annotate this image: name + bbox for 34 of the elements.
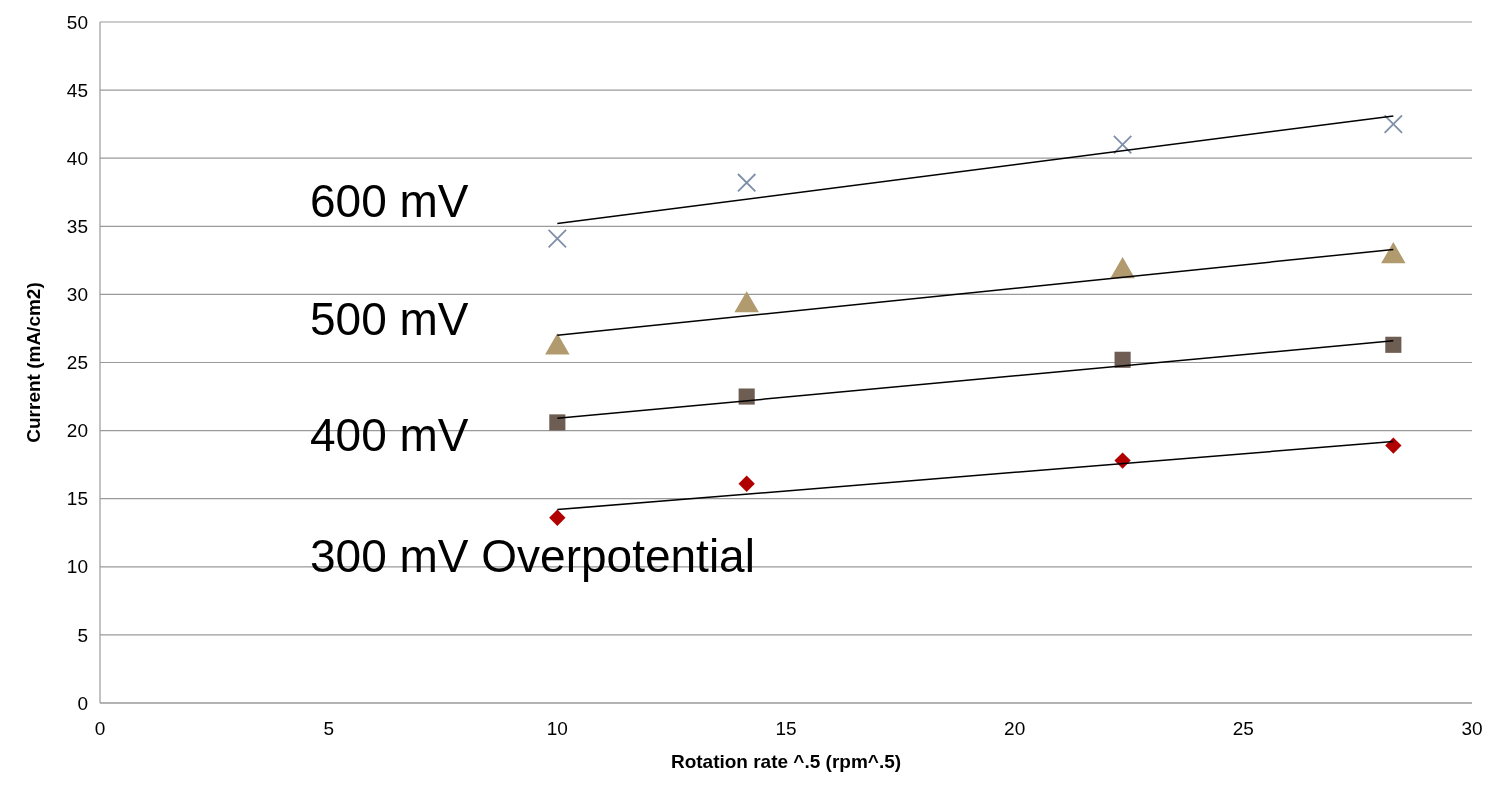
annotation: 600 mV [310,175,469,228]
point [737,173,757,193]
y-tick-label: 35 [66,215,88,237]
x-tick-label: 20 [1004,718,1026,739]
point [549,509,566,526]
x-axis-title: Rotation rate ^.5 (rpm^.5) [670,751,902,772]
point [549,414,566,431]
y-tick-label: 15 [66,488,88,510]
annotation: 300 mV Overpotential [310,530,755,582]
y-axis-title: Current (mA/cm2) [23,282,44,443]
x-tick-label: 0 [94,718,106,739]
y-tick-label: 50 [66,11,88,33]
y-tick-label: 45 [66,79,88,101]
y-tick-label: 40 [66,147,88,169]
x-tick-label: 10 [546,718,568,739]
x-tick-label: 15 [775,718,797,739]
y-tick-label: 25 [66,352,88,374]
y-tick-label: 20 [66,420,88,442]
point [1385,336,1402,353]
y-tick-label: 10 [66,556,88,578]
y-tick-label: 30 [66,284,88,306]
y-tick-label: 5 [77,624,88,646]
point [547,228,567,249]
annotation: 400 mV [310,409,469,462]
point [738,475,755,492]
x-tick-label: 25 [1232,718,1254,739]
point [1383,114,1403,134]
x-tick-label: 5 [323,718,334,739]
point [738,388,755,405]
point [1385,437,1402,454]
point [1112,134,1133,155]
y-tick-label: 0 [77,692,88,714]
annotation: 500 mV [310,293,469,346]
x-tick-label: 30 [1461,718,1483,739]
